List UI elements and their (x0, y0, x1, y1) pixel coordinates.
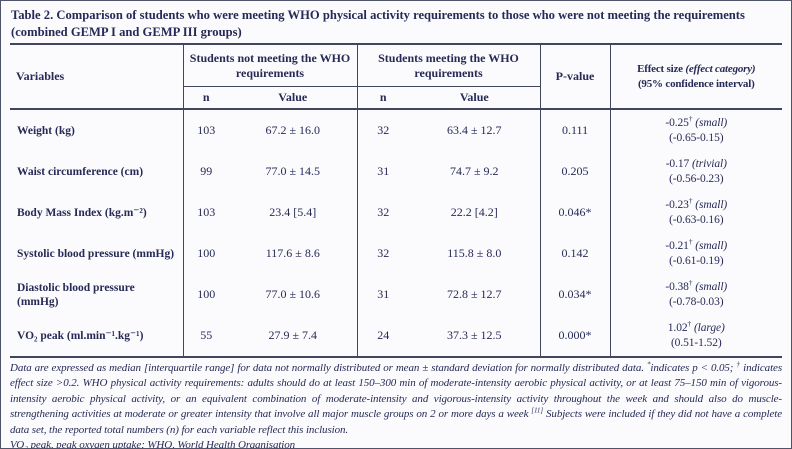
p-value: 0.205 (539, 151, 611, 192)
table-row-vo2-peak: VO₂ peak (ml.min⁻¹.kg⁻¹) 55 27.9 ± 7.4 2… (10, 315, 783, 357)
value-meeting: 37.3 ± 12.5 (446, 328, 502, 342)
table-row-bmi: Body Mass Index (kg.m⁻²) 103 23.4 [5.4] … (10, 192, 783, 233)
comparison-table: Variables Students not meeting the WHO r… (10, 43, 783, 358)
value-not-meeting: 67.2 ± 16.0 (265, 123, 321, 137)
effect-size-ci-label: (95% confidence interval) (637, 77, 755, 90)
confidence-interval: (-0.65-0.15) (669, 131, 724, 144)
effect-size-cell: -0.38† (small) (-0.78-0.03) (609, 274, 783, 315)
effect-dagger-mark: † (688, 195, 693, 205)
effect-category: (small) (695, 239, 728, 252)
table-header: Variables Students not meeting the WHO r… (10, 44, 783, 110)
table-row-diastolic-bp: Diastolic blood pressure (mmHg) 100 77.0… (10, 274, 783, 315)
confidence-interval: (-0.78-0.03) (669, 295, 724, 308)
confidence-interval: (0.51-1.52) (670, 336, 722, 349)
column-header-value-not-meeting: Value (229, 86, 358, 110)
p-value: 0.000* (539, 315, 611, 357)
table-row-waist: Waist circumference (cm) 99 77.0 ± 14.5 … (10, 151, 783, 192)
n-meeting: 24 (356, 315, 410, 357)
table-row-systolic-bp: Systolic blood pressure (mmHg) 100 117.6… (10, 233, 783, 274)
effect-category: (small) (695, 280, 728, 293)
n-meeting: 32 (356, 109, 410, 151)
variable-label: Waist circumference (cm) (17, 165, 144, 178)
effect-size-cell: -0.21† (small) (-0.61-0.19) (609, 233, 783, 274)
effect-category: (small) (695, 198, 728, 211)
citation-mark: [11] (531, 406, 544, 415)
asterisk-mark: * (646, 360, 651, 369)
effect-size-value: -0.25 (665, 116, 689, 129)
effect-category: (large) (693, 321, 725, 334)
column-header-group-meeting: Students meeting the WHO requirements (356, 44, 541, 87)
p-value: 0.111 (539, 109, 611, 151)
n-not-meeting: 100 (182, 274, 229, 315)
n-meeting: 31 (356, 274, 410, 315)
column-header-pvalue: P-value (539, 44, 611, 110)
table-caption: Table 2. Comparison of students who were… (11, 8, 745, 39)
n-not-meeting: 103 (182, 109, 229, 151)
effect-dagger-mark: † (688, 277, 693, 287)
effect-size-cell: -0.23† (small) (-0.63-0.16) (609, 192, 783, 233)
value-meeting: 72.8 ± 12.7 (446, 287, 502, 301)
value-not-meeting: 117.6 ± 8.6 (265, 246, 320, 260)
effect-category: (small) (695, 116, 728, 129)
effect-size-value: -0.23 (665, 198, 689, 211)
value-meeting: 74.7 ± 9.2 (449, 164, 499, 178)
value-meeting: 115.8 ± 8.0 (447, 246, 502, 260)
effect-size-value: -0.21 (665, 239, 689, 252)
n-meeting: 32 (356, 192, 410, 233)
variable-label: Systolic blood pressure (mmHg) (17, 247, 175, 260)
value-meeting: 63.4 ± 12.7 (446, 123, 502, 137)
p-value: 0.034* (539, 274, 611, 315)
footnote-who-note: indicates effect size >0.2. WHO physical… (10, 362, 782, 421)
p-value: 0.142 (539, 233, 611, 274)
n-not-meeting: 103 (182, 192, 229, 233)
value-not-meeting: 23.4 [5.4] (269, 205, 317, 219)
effect-dagger-mark: † (688, 113, 693, 123)
effect-dagger-mark: † (688, 236, 693, 246)
table-footnote: Data are expressed as median [interquart… (10, 360, 782, 449)
effect-size-cell: -0.17 (trivial) (-0.56-0.23) (609, 151, 783, 192)
abbreviations-note: VO₂ peak, peak oxygen uptake; WHO, World… (10, 439, 296, 449)
effect-size-value: -0.38 (665, 280, 689, 293)
n-meeting: 31 (356, 151, 410, 192)
footnote-pvalue-note: indicates p < 0.05; (650, 362, 737, 374)
value-not-meeting: 77.0 ± 14.5 (265, 164, 321, 178)
n-not-meeting: 99 (182, 151, 229, 192)
value-not-meeting: 27.9 ± 7.4 (268, 328, 318, 342)
footnote-data-note: Data are expressed as median [interquart… (10, 362, 647, 374)
effect-category: (trivial) (691, 157, 727, 170)
p-value: 0.046* (539, 192, 611, 233)
variable-label: Body Mass Index (kg.m⁻²) (17, 206, 147, 219)
effect-dagger-mark: † (687, 318, 692, 328)
effect-size-label: Effect size (637, 62, 686, 75)
table-body: Weight (kg) 103 67.2 ± 16.0 32 63.4 ± 12… (10, 109, 783, 357)
column-header-n-meeting: n (356, 86, 410, 110)
effect-size-cell: 1.02† (large) (0.51-1.52) (609, 315, 783, 357)
effect-size-value: -0.17 (665, 157, 690, 170)
variable-label: Weight (kg) (17, 124, 75, 137)
table-row-weight: Weight (kg) 103 67.2 ± 16.0 32 63.4 ± 12… (10, 109, 783, 151)
value-not-meeting: 77.0 ± 10.6 (265, 287, 321, 301)
confidence-interval: (-0.63-0.16) (669, 213, 724, 226)
effect-size-category-label: (effect category) (685, 62, 756, 75)
footnote-inclusion-note: Subjects were included if they did not h… (10, 408, 782, 436)
variable-label: Diastolic blood pressure (mmHg) (17, 281, 135, 308)
variable-label: VO₂ peak (ml.min⁻¹.kg⁻¹) (17, 329, 144, 342)
dagger-mark: † (736, 360, 741, 369)
column-header-variables: Variables (10, 44, 183, 110)
effect-size-cell: -0.25† (small) (-0.65-0.15) (609, 109, 783, 151)
effect-size-value: 1.02 (667, 321, 688, 334)
column-header-effect-size: Effect size (effect category) (95% confi… (609, 44, 783, 110)
n-not-meeting: 55 (182, 315, 229, 357)
confidence-interval: (-0.61-0.19) (669, 254, 724, 267)
confidence-interval: (-0.56-0.23) (669, 172, 724, 185)
column-header-n-not-meeting: n (182, 86, 229, 110)
column-header-group-not-meeting: Students not meeting the WHO requirement… (182, 44, 358, 87)
column-header-value-meeting: Value (409, 86, 541, 110)
n-not-meeting: 100 (182, 233, 229, 274)
value-meeting: 22.2 [4.2] (450, 205, 498, 219)
n-meeting: 32 (356, 233, 410, 274)
